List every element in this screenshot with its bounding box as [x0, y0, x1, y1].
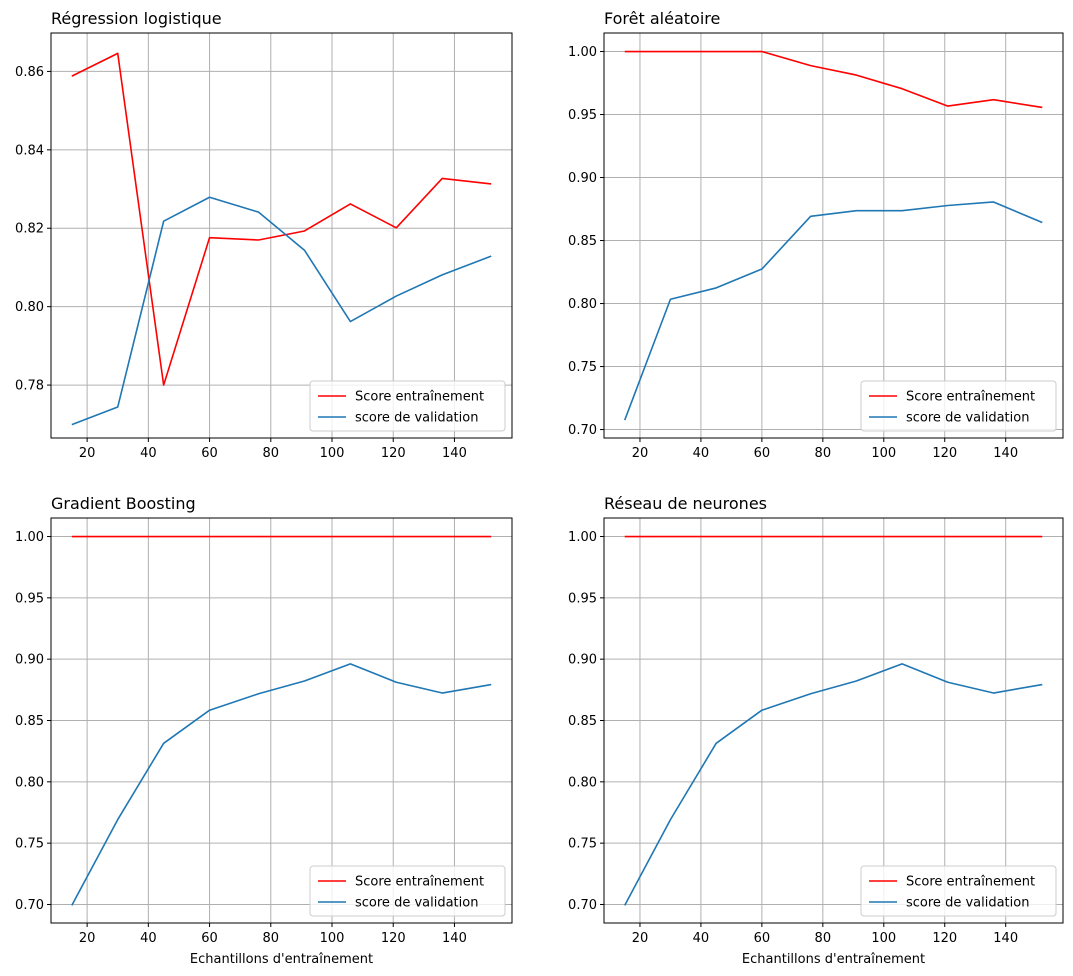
y-tick-label: 0.80 — [568, 297, 597, 312]
series-line-validation — [71, 663, 492, 906]
subplot-neural-network: 20 40 60 80 100 120 140 0.70 0.75 0.80 0.85 0.90 0.9… — [568, 494, 1064, 967]
x-tick-label: 40 — [693, 446, 710, 461]
y-tick-label: 0.70 — [568, 423, 597, 438]
y-tick-label: 0.75 — [568, 837, 597, 852]
series-line-train — [71, 52, 492, 386]
y-tick-label: 0.75 — [568, 360, 597, 375]
x-tick-label: 120 — [932, 446, 957, 461]
legend-label: Score entraînement — [355, 390, 484, 405]
y-tick-label: 0.80 — [15, 775, 44, 790]
subplot-title: Forêt aléatoire — [604, 9, 720, 28]
series-line-validation — [71, 196, 492, 426]
x-tick-label: 100 — [320, 931, 345, 946]
series-line-validation — [623, 201, 1043, 421]
y-tick-label: 0.90 — [15, 653, 44, 668]
y-tick-label: 0.90 — [568, 171, 597, 186]
legend-label: score de validation — [355, 411, 478, 426]
x-tick-label: 120 — [381, 446, 406, 461]
subplot-title: Gradient Boosting — [51, 494, 196, 513]
axes-frame — [50, 32, 513, 439]
x-axis-label: Echantillons d'entraînement — [190, 952, 373, 967]
y-tick-label: 0.95 — [568, 591, 597, 606]
legend: Score entraînement score de validation — [860, 865, 1057, 917]
x-tick-label: 40 — [140, 446, 157, 461]
subplot-title: Régression logistique — [51, 9, 222, 28]
legend-label: score de validation — [906, 896, 1029, 911]
subplot-title: Réseau de neurones — [604, 494, 767, 513]
x-tick-label: 60 — [201, 931, 218, 946]
plot-area — [604, 33, 1063, 438]
legend-box — [860, 865, 1057, 917]
x-tick-label: 20 — [79, 446, 96, 461]
y-tick-label: 1.00 — [15, 530, 44, 545]
y-tick-label: 0.85 — [15, 714, 44, 729]
x-tick-label: 80 — [815, 931, 832, 946]
series-line-train — [624, 50, 1043, 109]
x-tick-label: 20 — [632, 446, 649, 461]
axes-frame — [603, 32, 1064, 439]
subplot-random-forest: 20 40 60 80 100 120 140 0.70 0.75 0.80 0.85 0.90 0.9… — [568, 9, 1064, 461]
x-tick-label: 140 — [993, 931, 1018, 946]
x-tick-label: 20 — [632, 931, 649, 946]
legend-label: Score entraînement — [355, 875, 484, 890]
x-tick-label: 40 — [140, 931, 157, 946]
y-tick-label: 0.95 — [568, 108, 597, 123]
y-tick-label: 0.90 — [568, 653, 597, 668]
x-tick-label: 100 — [320, 446, 345, 461]
y-tick-label: 0.82 — [15, 222, 44, 237]
x-tick-label: 40 — [693, 931, 710, 946]
y-tick-label: 0.80 — [15, 300, 44, 315]
y-tick-label: 1.00 — [568, 45, 597, 60]
y-tick-label: 1.00 — [568, 530, 597, 545]
x-tick-label: 120 — [381, 931, 406, 946]
legend: Score entraînement score de validation — [309, 380, 506, 432]
x-tick-label: 120 — [932, 931, 957, 946]
x-tick-label: 20 — [79, 931, 96, 946]
legend-box — [309, 865, 506, 917]
legend-label: Score entraînement — [906, 390, 1035, 405]
y-tick-label: 0.78 — [15, 379, 44, 394]
x-tick-label: 140 — [442, 931, 467, 946]
y-tick-label: 0.86 — [15, 65, 44, 80]
x-tick-label: 100 — [871, 446, 896, 461]
legend-label: Score entraînement — [906, 875, 1035, 890]
series-line-validation — [624, 663, 1043, 906]
y-tick-label: 0.70 — [568, 898, 597, 913]
y-tick-label: 0.85 — [568, 234, 597, 249]
y-tick-label: 0.84 — [15, 143, 44, 158]
x-tick-label: 80 — [815, 446, 832, 461]
x-tick-label: 140 — [442, 446, 467, 461]
x-tick-label: 80 — [263, 931, 280, 946]
y-tick-label: 0.70 — [15, 898, 44, 913]
legend: Score entraînement score de validation — [309, 865, 506, 917]
x-tick-label: 60 — [754, 446, 771, 461]
x-tick-label: 60 — [201, 446, 218, 461]
x-axis-label: Echantillons d'entraînement — [742, 952, 925, 967]
y-tick-label: 0.75 — [15, 837, 44, 852]
subplot-logistic-regression: 20 40 60 80 100 120 140 0.78 0.80 0.82 0.84 0.86 Rég… — [15, 9, 513, 461]
x-tick-label: 140 — [993, 446, 1018, 461]
subplot-gradient-boosting: 20 40 60 80 100 120 140 0.70 0.75 0.80 0.85 0.90 0.9… — [15, 494, 513, 967]
y-tick-label: 0.85 — [568, 714, 597, 729]
legend: Score entraînement score de validation — [860, 380, 1057, 432]
legend-label: score de validation — [906, 411, 1029, 426]
y-tick-label: 0.95 — [15, 591, 44, 606]
legend-label: score de validation — [355, 896, 478, 911]
x-tick-label: 100 — [871, 931, 896, 946]
y-tick-label: 0.80 — [568, 775, 597, 790]
x-tick-label: 80 — [263, 446, 280, 461]
x-tick-label: 60 — [754, 931, 771, 946]
legend-box — [309, 380, 506, 432]
legend-box — [860, 380, 1057, 432]
